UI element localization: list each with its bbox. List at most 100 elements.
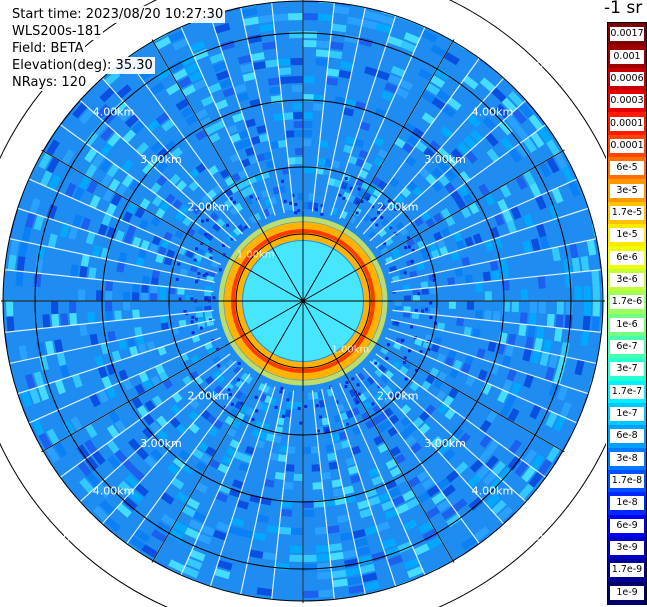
range-gate-cell [97,389,109,404]
range-gate-cell [118,369,129,382]
range-gate-cell [86,179,99,194]
range-gate-cell [384,508,399,520]
range-label-inner: 1.00km [331,344,369,355]
range-gate-cell [450,148,464,162]
range-gate-cell [347,16,363,27]
range-gate-cell [132,292,140,301]
range-gate-cell [85,231,96,245]
range-gate-cell [445,469,460,483]
range-gate-cell [248,549,264,559]
sparse-return [389,226,393,230]
range-gate-cell [438,174,450,187]
range-gate-cell [441,484,456,498]
range-gate-cell [508,147,522,163]
range-gate-cell [441,506,457,520]
range-gate-cell [139,198,151,210]
range-gate-cell [502,379,514,393]
range-gate-cell [292,103,303,111]
range-gate-cell [286,400,293,409]
sparse-return [201,219,205,223]
range-label: 3.00km [140,153,182,166]
ray-separator [369,360,531,506]
range-gate-cell [159,293,167,301]
range-gate-cell [431,491,446,505]
colorbar-tick-label: 6e-6 [610,250,644,265]
range-gate-cell [197,322,206,329]
elevation-text: Elevation(deg): 35.30 [10,57,155,74]
sparse-return [240,401,244,405]
range-gate-cell [70,416,83,432]
range-gate-cell [454,461,469,475]
range-gate-cell [204,305,212,312]
range-gate-cell [151,269,161,279]
range-gate-cell [144,400,156,413]
range-gate-cell [387,74,402,86]
range-gate-cell [345,135,356,145]
range-gate-cell [89,333,99,346]
azimuth-spoke [302,300,455,563]
range-gate-cell [326,68,340,77]
range-gate-cell [583,301,591,317]
range-gate-cell [185,113,199,126]
range-gate-cell [523,170,536,186]
range-gate-cell [553,327,563,342]
range-gate-cell [458,170,471,184]
colorbar-tick-label: 1e-6 [610,317,644,332]
range-gate-cell [404,155,417,167]
range-gate-cell [329,551,344,561]
range-gate-cell [531,350,541,364]
range-gate-cell [434,67,451,81]
range-gate-cell [118,252,128,264]
range-gate-cell [399,79,414,91]
range-gate-cell [430,75,446,88]
ray-separator [178,22,267,220]
sparse-return [370,218,374,222]
range-gate-cell [546,313,555,328]
range-gate-cell [331,160,341,169]
range-gate-cell [491,460,506,476]
range-gate-cell [456,317,465,327]
range-gate-cell [567,180,581,198]
range-gate-cell [317,157,326,166]
range-gate-cell [95,103,111,119]
ppi-plot: 2.00km 3.00km 4.00km 5.00km 2.00km 3.00km 4.00… [0,0,606,607]
range-gate-cell [121,159,134,173]
range-gate-cell [241,454,253,464]
range-gate-cell [141,544,158,559]
range-gate-cell [77,460,92,477]
range-gate-cell [418,68,434,81]
range-gate-cell [68,225,79,240]
range-gate-cell [426,536,443,550]
range-gate-cell [546,157,560,174]
range-gate-cell [157,246,167,256]
range-gate-cell [179,268,189,277]
range-gate-cell [89,393,101,408]
range-gate-cell [571,257,581,273]
range-gate-cell [446,513,462,528]
range-gate-cell [452,231,463,243]
range-gate-cell [84,147,98,163]
range-gate-cell [229,439,240,449]
range-gate-cell [200,95,215,107]
range-gate-cell [155,161,168,174]
range-gate-cell [263,151,273,160]
range-gate-cell [233,366,242,375]
range-gate-cell [33,371,45,388]
range-gate-cell [185,557,203,570]
range-gate-cell [420,281,429,289]
range-gate-cell [216,559,233,571]
range-gate-cell [178,449,191,462]
range-gate-cell [110,193,122,207]
sparse-return [403,271,407,275]
range-gate-cell [126,224,137,236]
colorbar-tick-label: 1e-7 [610,407,644,422]
range-gate-cell [195,129,208,141]
range-gate-cell [134,483,149,497]
range-gate-cell [141,292,149,301]
range-gate-cell [564,272,573,288]
range-gate-cell [385,458,398,470]
range-gate-cell [122,458,137,473]
sparse-return [254,395,258,399]
colorbar-tick-label: 0.0017 [610,27,644,42]
range-gate-cell [430,286,438,295]
